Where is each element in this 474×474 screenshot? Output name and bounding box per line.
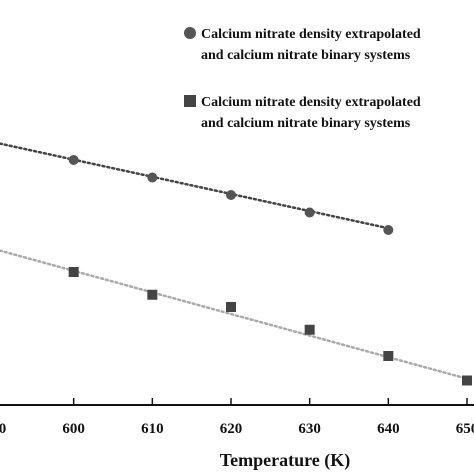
data-point-series-2 [147,289,158,300]
legend-label-line1: Calcium nitrate density extrapolated [201,95,421,110]
legend-marker-circle [184,27,196,39]
x-axis-title: Temperature (K) [220,450,350,471]
legend-label-line2: and calcium nitrate binary systems [201,116,411,131]
legend-label-line2: and calcium nitrate binary systems [201,48,411,63]
data-points [68,155,472,386]
legend: Calcium nitrate density extrapolated and … [184,27,421,131]
fit-lines [0,142,469,380]
data-point-series-2 [383,351,394,361]
x-tick-label: 600 [62,421,85,437]
legend-label-line1: Calcium nitrate density extrapolated [201,27,421,42]
fit-line-series-1 [0,142,390,230]
data-point-series-1 [383,225,394,235]
x-tick-label: 640 [377,421,400,437]
data-point-series-2 [226,302,236,312]
data-point-series-1 [304,207,315,218]
x-tick-label: 630 [298,421,321,437]
data-point-series-1 [147,172,158,183]
data-point-series-2 [68,267,79,277]
x-tick-label: 650 [456,421,474,437]
x-tick-label: 620 [220,421,243,437]
x-axis-ticks: 590 600 610 620 630 640 650 [0,398,474,437]
data-point-series-2 [462,375,472,386]
legend-marker-square [184,95,196,107]
data-point-series-1 [68,155,79,165]
x-tick-label: 590 [0,421,6,437]
data-point-series-2 [304,324,315,335]
data-point-series-1 [226,190,236,200]
x-tick-label: 610 [141,421,164,437]
